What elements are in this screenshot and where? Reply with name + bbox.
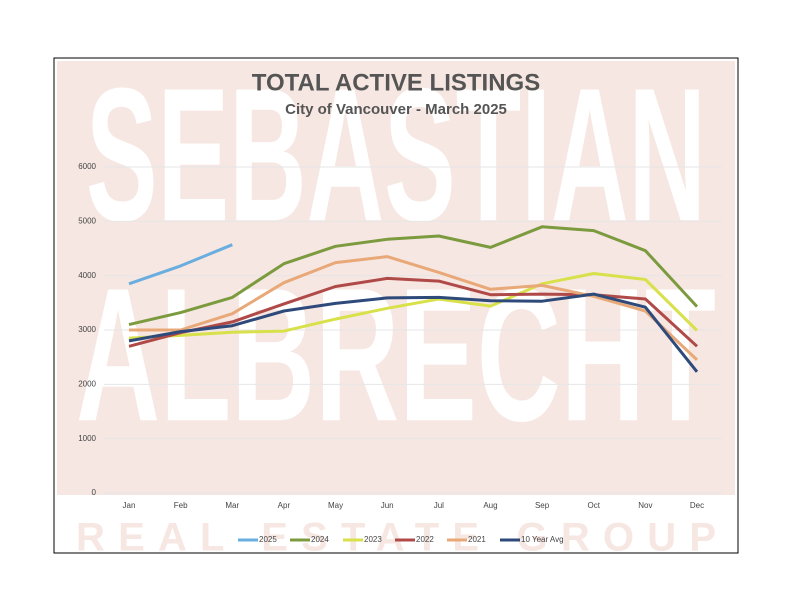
- series-line: [128, 225, 699, 327]
- x-tick-label: Dec: [690, 501, 704, 510]
- legend-label: 2024: [311, 535, 329, 544]
- legend-label: 10 Year Avg: [521, 535, 564, 544]
- chart-title: TOTAL ACTIVE LISTINGS: [252, 69, 540, 96]
- chart-subtitle: City of Vancouver - March 2025: [285, 101, 507, 118]
- y-tick-label: 0: [92, 488, 97, 497]
- legend-label: 2023: [364, 535, 382, 544]
- x-tick-label: Jan: [123, 501, 136, 510]
- y-tick-label: 4000: [78, 271, 96, 280]
- series-line: [128, 243, 233, 286]
- watermark: SEBASTIAN: [86, 49, 706, 261]
- legend-label: 2021: [468, 535, 486, 544]
- watermark: REAL ESTATE GROUP: [76, 516, 716, 560]
- series-line: [128, 272, 699, 340]
- x-tick-label: Mar: [225, 501, 239, 510]
- legend-label: 2025: [259, 535, 277, 544]
- x-tick-label: Apr: [278, 501, 291, 510]
- y-tick-label: 6000: [78, 162, 96, 171]
- x-tick-label: Aug: [483, 501, 497, 510]
- y-tick-label: 2000: [78, 379, 96, 388]
- y-tick-label: 1000: [78, 434, 96, 443]
- x-tick-label: Feb: [174, 501, 188, 510]
- y-tick-label: 5000: [78, 216, 96, 225]
- series-line: [129, 255, 699, 361]
- x-tick-label: May: [328, 501, 343, 510]
- x-tick-label: Oct: [588, 501, 601, 510]
- y-tick-label: 3000: [78, 325, 96, 334]
- x-tick-label: Jul: [434, 501, 444, 510]
- x-tick-label: Nov: [638, 501, 652, 510]
- x-tick-label: Sep: [535, 501, 550, 510]
- x-tick-label: Jun: [381, 501, 394, 510]
- legend-label: 2022: [416, 535, 434, 544]
- watermark: ALBRECHT: [76, 249, 716, 461]
- series-line: [128, 292, 699, 373]
